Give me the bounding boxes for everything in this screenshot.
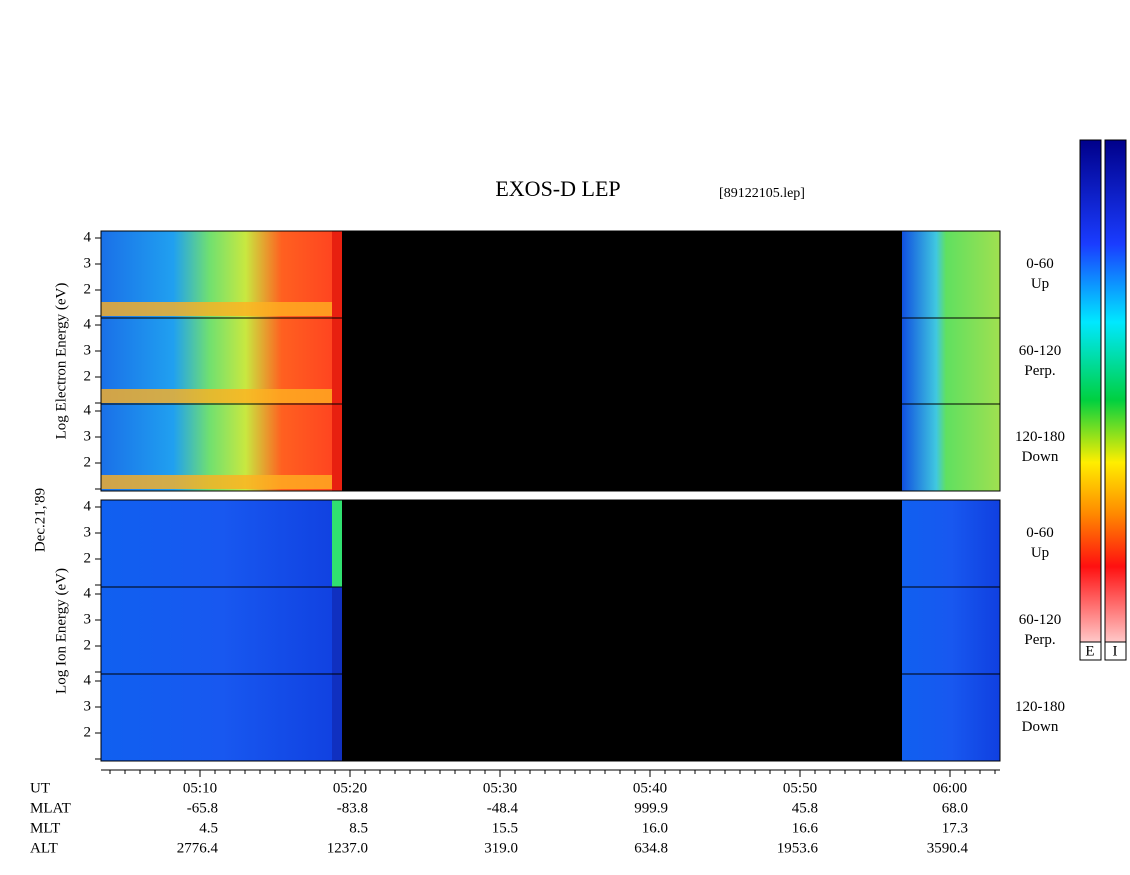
ephemeris-value: 16.0 (642, 820, 668, 836)
y-tick-label: 2 (84, 637, 92, 653)
ephemeris-value: 8.5 (349, 820, 368, 836)
ephemeris-value: 319.0 (484, 840, 518, 856)
ephemeris-value: 3590.4 (927, 840, 969, 856)
ephemeris-value: 17.3 (942, 820, 968, 836)
spectrogram-left (101, 674, 342, 761)
time-label: 05:50 (783, 780, 817, 796)
title: EXOS-D LEP (495, 176, 620, 201)
y-tick-label: 4 (84, 672, 92, 688)
y-tick-label: 4 (84, 498, 92, 514)
colorbar-label: I (1113, 643, 1118, 659)
panel-angle: 60-120 (1019, 612, 1062, 628)
panel-angle: 60-120 (1019, 343, 1062, 359)
spectrogram-edge (332, 318, 342, 405)
ephemeris-value: 634.8 (634, 840, 668, 856)
ephemeris-value: 68.0 (942, 800, 968, 816)
colorbar-i (1104, 139, 1127, 661)
date-label: Dec.21,'89 (32, 488, 48, 552)
panel-frame (100, 403, 1001, 492)
panel-angle: 120-180 (1015, 429, 1065, 445)
colorbar-box (1079, 641, 1102, 661)
spectrogram-left (101, 587, 342, 674)
y-tick-label: 3 (84, 611, 92, 627)
y-tick-label: 3 (84, 698, 92, 714)
panel-angle: 120-180 (1015, 699, 1065, 715)
time-label: 05:30 (483, 780, 517, 796)
y-tick-label: 4 (84, 229, 92, 245)
ephemeris-value: -65.8 (187, 800, 218, 816)
spectrogram-edge (332, 674, 342, 761)
low-energy-band (101, 475, 342, 489)
ephemeris-value: 16.6 (792, 820, 819, 836)
panel-angle: 0-60 (1026, 256, 1054, 272)
y-tick-label: 4 (84, 402, 92, 418)
low-energy-band (101, 302, 342, 316)
y-tick-label: 4 (84, 316, 92, 332)
y-tick-label: 3 (84, 342, 92, 358)
spectrogram-right (902, 674, 1000, 761)
ephemeris-value: 1953.6 (777, 840, 819, 856)
ion-axis-label: Log Ion Energy (eV) (53, 568, 69, 694)
ephemeris-value: 45.8 (792, 800, 818, 816)
ephemeris-value: 4.5 (199, 820, 218, 836)
spectrogram-edge (332, 231, 342, 318)
panel-direction: Down (1022, 449, 1059, 465)
ephemeris-value: -48.4 (487, 800, 519, 816)
spectrogram-right (902, 231, 1000, 318)
y-tick-label: 2 (84, 454, 92, 470)
ephemeris-value: 2776.4 (177, 840, 219, 856)
panel-direction: Up (1031, 276, 1049, 292)
ephemeris-value: -83.8 (337, 800, 368, 816)
colorbar-e (1079, 139, 1102, 661)
y-tick-label: 4 (84, 585, 92, 601)
time-label: 05:10 (183, 780, 217, 796)
panel-direction: Down (1022, 719, 1059, 735)
file-name: [89122105.lep] (719, 186, 805, 201)
ephemeris-value: 1237.0 (327, 840, 368, 856)
spectrogram-right (902, 587, 1000, 674)
colorbar-label: E (1085, 643, 1094, 659)
time-label: 05:40 (633, 780, 667, 796)
time-label: 05:20 (333, 780, 367, 796)
spectrogram-right (902, 500, 1000, 587)
panel-direction: Perp. (1024, 632, 1055, 648)
y-tick-label: 3 (84, 524, 92, 540)
spectrogram-left (101, 500, 342, 587)
spectrogram-edge (332, 587, 342, 674)
electron-axis-label: Log Electron Energy (eV) (53, 283, 69, 440)
colorbars: E I (1079, 139, 1127, 661)
time-label: 06:00 (933, 780, 967, 796)
panel-frame (100, 673, 1001, 762)
panel-direction: Perp. (1024, 363, 1055, 379)
row-label: ALT (30, 840, 58, 856)
spectrogram-edge (332, 500, 342, 587)
y-tick-label: 3 (84, 255, 92, 271)
spectrogram-right (902, 404, 1000, 491)
panel-angle: 0-60 (1026, 525, 1054, 541)
ephemeris-value: 15.5 (492, 820, 518, 836)
row-label: UT (30, 780, 50, 796)
colorbar-box (1104, 641, 1127, 661)
y-tick-label: 2 (84, 550, 92, 566)
row-label: MLAT (30, 800, 71, 816)
row-label: MLT (30, 820, 60, 836)
y-tick-label: 2 (84, 368, 92, 384)
y-tick-label: 2 (84, 281, 92, 297)
y-tick-label: 2 (84, 724, 92, 740)
spectrogram-right (902, 318, 1000, 405)
low-energy-band (101, 389, 342, 403)
spectrogram-edge (332, 404, 342, 491)
y-tick-label: 3 (84, 428, 92, 444)
panel-direction: Up (1031, 545, 1049, 561)
ephemeris-value: 999.9 (634, 800, 668, 816)
